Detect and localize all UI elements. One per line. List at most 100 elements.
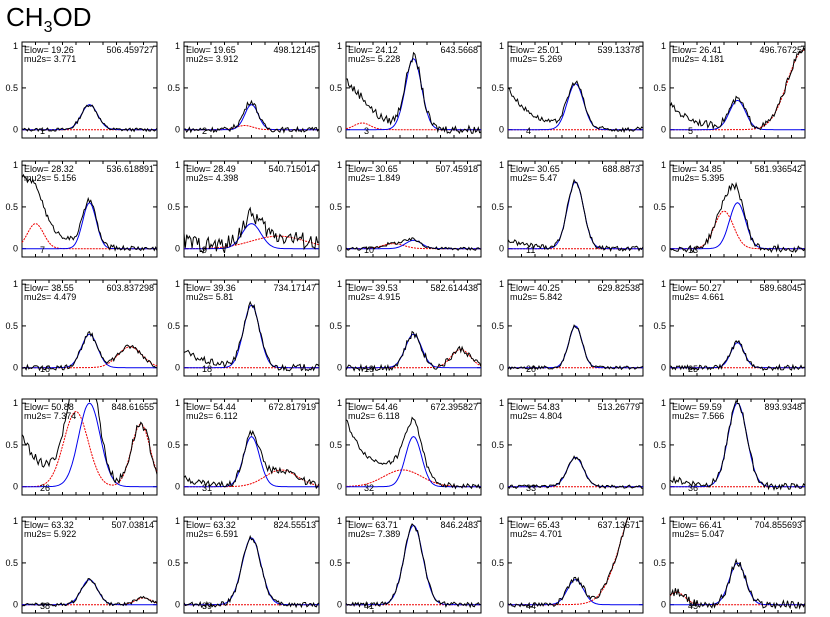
y-tick-label: 0: [13, 244, 18, 254]
mu2s-label: mu2s= 5.47: [510, 173, 557, 183]
observed-spectrum: [183, 534, 320, 609]
frequency-label: 734.17147: [273, 283, 316, 293]
line-id-label: 25: [688, 364, 698, 374]
mu2s-label: mu2s= 5.922: [24, 529, 76, 539]
frequency-label: 540.715014: [268, 164, 316, 174]
observed-spectrum: [345, 237, 482, 251]
y-tick-label: 1: [337, 279, 342, 289]
y-tick-label: 0.5: [167, 558, 180, 568]
observed-spectrum: [507, 455, 643, 489]
fit-curve: [670, 99, 805, 131]
y-tick-label: 0: [661, 125, 666, 135]
fit-curve: [346, 58, 481, 131]
y-tick-label: 0.5: [653, 321, 666, 331]
y-tick-label: 0: [499, 125, 504, 135]
fit-curve: [184, 537, 319, 606]
y-tick-label: 0.5: [653, 202, 666, 212]
line-id-label: 7: [40, 245, 45, 255]
observed-spectrum: [507, 324, 644, 371]
y-tick-label: 0: [175, 482, 180, 492]
mu2s-label: mu2s= 6.591: [186, 529, 238, 539]
mu2s-label: mu2s= 7.389: [348, 529, 400, 539]
y-tick-label: 0.5: [167, 83, 180, 93]
frequency-label: 848.61655: [111, 402, 154, 412]
fit-curve: [508, 181, 643, 250]
mu2s-label: mu2s= 4.398: [186, 173, 238, 183]
y-tick-label: 0.5: [5, 321, 18, 331]
line-id-label: 20: [526, 364, 536, 374]
observed-spectrum: [507, 516, 643, 608]
frequency-label: 846.2483: [440, 520, 478, 530]
y-tick-label: 1: [13, 279, 18, 289]
y-tick-label: 0.5: [491, 202, 504, 212]
line-id-label: 41: [364, 601, 374, 611]
elow-label: Elow= 34.85: [672, 164, 722, 174]
observed-spectrum: [669, 339, 805, 372]
mu2s-label: mu2s= 4.804: [510, 411, 562, 421]
y-tick-label: 0.5: [5, 558, 18, 568]
line-id-label: 32: [364, 483, 374, 493]
observed-spectrum: [183, 300, 320, 372]
observed-spectrum: [345, 523, 482, 609]
fit-curve: [508, 83, 643, 131]
mu2s-label: mu2s= 5.842: [510, 292, 562, 302]
y-tick-label: 0.5: [653, 558, 666, 568]
y-tick-label: 0.5: [329, 558, 342, 568]
observed-spectrum: [21, 173, 158, 252]
fit-curve: [508, 325, 643, 369]
other-species-curve: [22, 410, 158, 488]
y-tick-label: 0.5: [5, 202, 18, 212]
y-tick-label: 1: [337, 41, 342, 51]
fit-curve: [22, 402, 157, 488]
line-id-label: 4: [526, 126, 531, 136]
y-tick-label: 1: [499, 279, 504, 289]
y-tick-label: 1: [337, 516, 342, 526]
observed-spectrum: [21, 577, 158, 608]
mu2s-label: mu2s= 5.81: [186, 292, 233, 302]
fit-curve: [670, 202, 805, 250]
line-id-label: 38: [40, 601, 50, 611]
observed-spectrum: [22, 331, 158, 372]
y-tick-label: 1: [13, 516, 18, 526]
elow-label: Elow= 66.41: [672, 520, 722, 530]
line-id-label: 9: [202, 245, 207, 255]
y-tick-label: 0: [499, 600, 504, 610]
mu2s-label: mu2s= 4.915: [348, 292, 400, 302]
y-tick-label: 0: [13, 600, 18, 610]
line-id-label: 18: [202, 364, 212, 374]
fit-curve: [184, 436, 319, 488]
y-tick-label: 0.5: [491, 440, 504, 450]
y-tick-label: 0: [13, 363, 18, 373]
observed-spectrum: [183, 206, 320, 254]
mu2s-label: mu2s= 5.269: [510, 54, 562, 64]
mu2s-label: mu2s= 4.701: [510, 529, 562, 539]
frequency-label: 643.5668: [440, 45, 478, 55]
y-tick-label: 1: [499, 398, 504, 408]
observed-spectrum: [183, 429, 320, 490]
frequency-label: 507.45918: [435, 164, 478, 174]
mu2s-label: mu2s= 6.118: [348, 411, 400, 421]
y-tick-label: 1: [175, 160, 180, 170]
y-tick-label: 0: [175, 363, 180, 373]
line-id-label: 1: [40, 126, 45, 136]
line-id-label: 10: [364, 245, 374, 255]
elow-label: Elow= 19.26: [24, 45, 74, 55]
y-tick-label: 0.5: [653, 83, 666, 93]
y-tick-label: 0: [175, 244, 180, 254]
y-tick-label: 0.5: [5, 440, 18, 450]
y-tick-label: 0: [337, 600, 342, 610]
y-tick-label: 1: [175, 279, 180, 289]
y-tick-label: 0: [337, 363, 342, 373]
frequency-label: 603.837298: [106, 283, 154, 293]
fit-curve: [22, 333, 157, 369]
elow-label: Elow= 50.88: [24, 402, 74, 412]
